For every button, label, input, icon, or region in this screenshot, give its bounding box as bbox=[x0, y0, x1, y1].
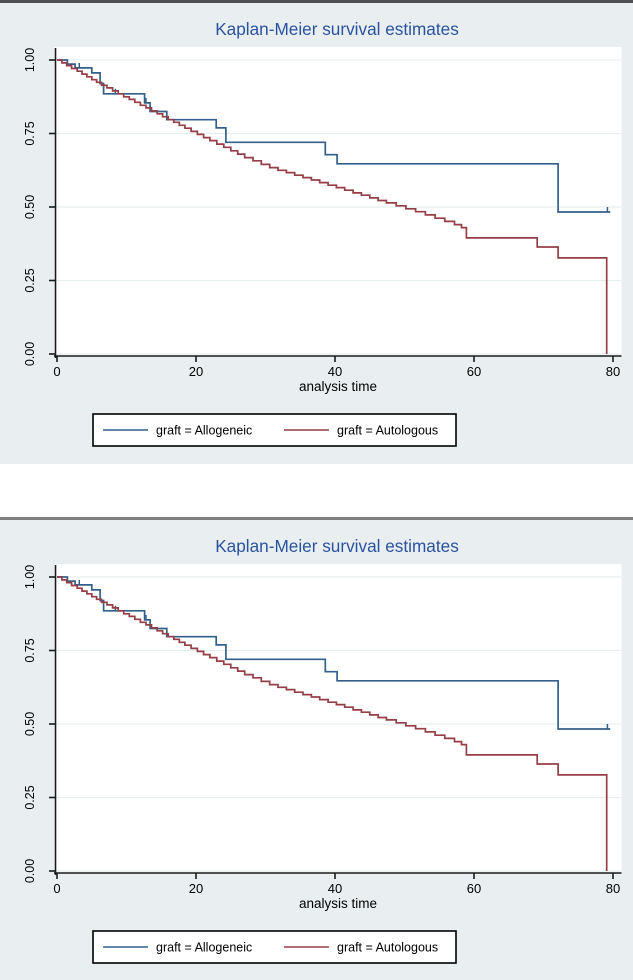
x-axis-label: analysis time bbox=[299, 896, 377, 911]
panel-gap bbox=[0, 464, 633, 517]
panel-divider bbox=[0, 517, 633, 520]
km-chart-2: 0.00 0.25 0.50 0.75 1.00 0 20 40 60 80 analysis ti… bbox=[23, 536, 622, 964]
y-tick-label: 0.00 bbox=[23, 342, 37, 366]
legend-box bbox=[92, 413, 457, 447]
x-tick-label: 80 bbox=[606, 881, 620, 896]
y-tick-label: 1.00 bbox=[23, 565, 37, 589]
y-tick-label: 0.25 bbox=[23, 785, 37, 809]
legend-label: graft = Allogeneic bbox=[156, 424, 252, 438]
x-tick-label: 80 bbox=[606, 364, 620, 379]
legend-label: graft = Autologous bbox=[337, 424, 438, 438]
legend-box bbox=[92, 930, 457, 964]
x-tick-label: 20 bbox=[189, 364, 203, 379]
x-tick-label: 20 bbox=[189, 881, 203, 896]
y-tick-label: 0.75 bbox=[23, 121, 37, 145]
km-chart-panel-2: 0.00 0.25 0.50 0.75 1.00 0 20 40 60 80 analysis ti… bbox=[0, 520, 633, 980]
survival-curve-autologous bbox=[57, 59, 608, 354]
chart-title: Kaplan-Meier survival estimates bbox=[215, 19, 459, 39]
y-tick-label: 1.00 bbox=[23, 48, 37, 72]
legend-label: graft = Autologous bbox=[337, 941, 438, 955]
x-tick-label: 60 bbox=[467, 881, 481, 896]
km-chart-1: 0.00 0.25 0.50 0.75 1.00 0 20 40 60 80 analysis ti… bbox=[23, 19, 622, 447]
plot-area bbox=[54, 47, 622, 356]
survival-curve-autologous bbox=[57, 576, 608, 871]
x-tick-label: 0 bbox=[53, 881, 60, 896]
y-tick-label: 0.50 bbox=[23, 195, 37, 219]
x-tick-label: 0 bbox=[53, 364, 60, 379]
chart-title: Kaplan-Meier survival estimates bbox=[215, 536, 459, 556]
plot-area bbox=[54, 564, 622, 873]
y-tick-label: 0.00 bbox=[23, 859, 37, 883]
y-tick-label: 0.50 bbox=[23, 712, 37, 736]
window-top-border bbox=[0, 0, 633, 3]
x-axis-label: analysis time bbox=[299, 379, 377, 394]
y-tick-label: 0.75 bbox=[23, 638, 37, 662]
y-tick-label: 0.25 bbox=[23, 268, 37, 292]
legend-label: graft = Allogeneic bbox=[156, 941, 252, 955]
x-tick-label: 60 bbox=[467, 364, 481, 379]
km-chart-panel-1: 0.00 0.25 0.50 0.75 1.00 0 20 40 60 80 analysis ti… bbox=[0, 3, 633, 464]
x-tick-label: 40 bbox=[328, 364, 342, 379]
x-tick-label: 40 bbox=[328, 881, 342, 896]
